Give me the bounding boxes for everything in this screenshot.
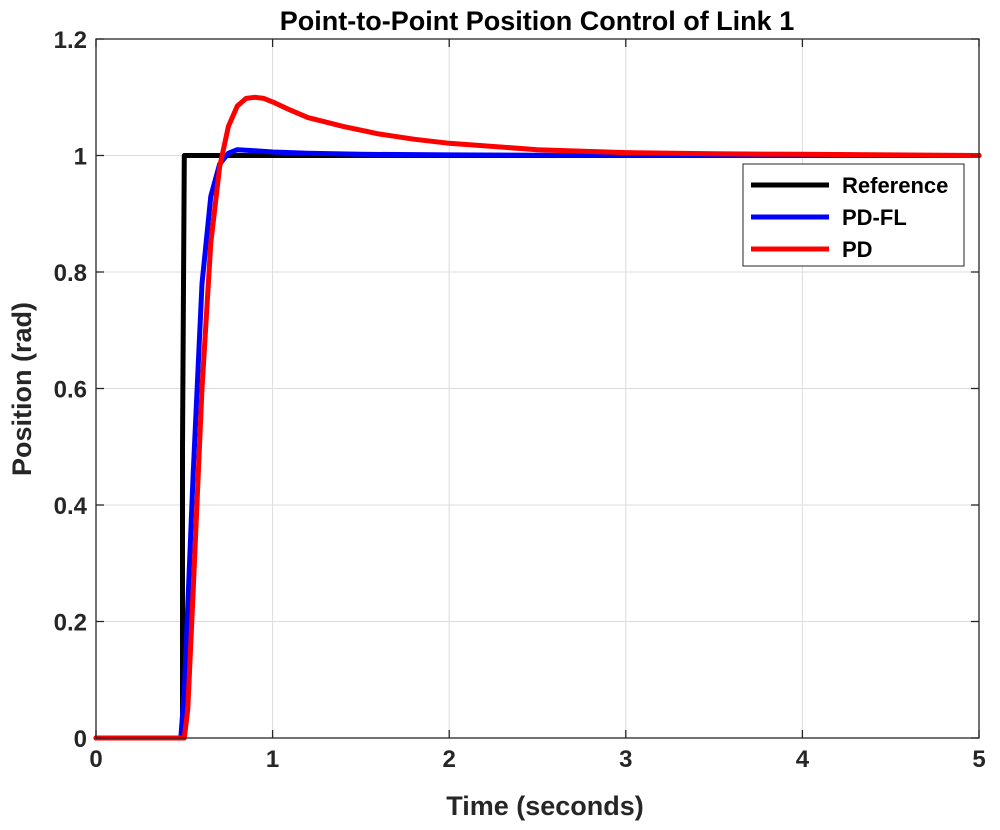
chart-title: Point-to-Point Position Control of Link … (280, 6, 794, 36)
series-line-pd (93, 94, 982, 741)
x-tick-label: 0 (89, 746, 102, 773)
x-tick-label: 3 (619, 746, 632, 773)
x-tick-label: 1 (266, 746, 279, 773)
axis-ticks: 0 1 2 3 4 5 0 0.2 0.4 0.6 0.8 1 1.2 (54, 27, 986, 773)
legend-label-pd: PD (842, 237, 873, 262)
y-tick-label: 1.2 (54, 27, 87, 54)
series-line-pd-fl (93, 147, 982, 741)
y-axis-label: Position (rad) (7, 302, 37, 476)
legend: Reference PD-FL PD (742, 163, 965, 267)
x-tick-label: 2 (443, 746, 456, 773)
y-tick-label: 1 (74, 144, 87, 171)
y-tick-label: 0.6 (54, 377, 87, 404)
legend-label-reference: Reference (842, 173, 948, 198)
x-tick-label: 5 (972, 746, 985, 773)
legend-label-pd-fl: PD-FL (842, 205, 907, 230)
y-tick-label: 0.4 (54, 493, 88, 520)
x-tick-label: 4 (796, 746, 810, 773)
y-tick-label: 0.8 (54, 260, 87, 287)
y-tick-label: 0.2 (54, 610, 87, 637)
x-axis-label: Time (seconds) (446, 791, 644, 821)
y-tick-label: 0 (74, 726, 87, 753)
